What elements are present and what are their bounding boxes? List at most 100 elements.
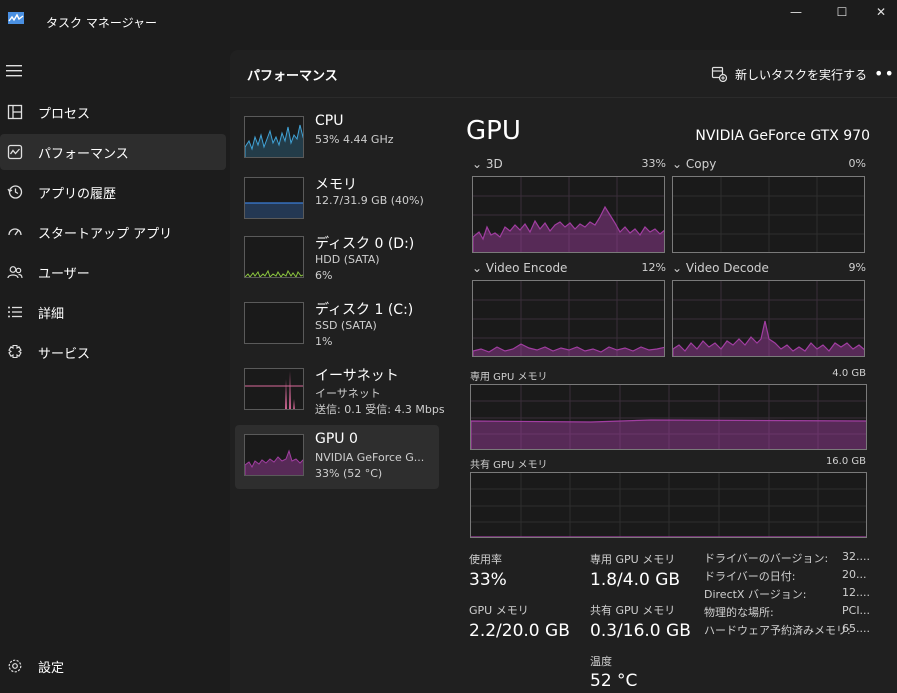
history-icon — [6, 183, 24, 201]
device-usage: 6% — [315, 269, 333, 282]
sidebar-item-app-history[interactable]: アプリの履歴 — [0, 174, 226, 210]
utilization-label: 使用率 — [469, 553, 502, 566]
users-icon — [6, 263, 24, 281]
device-throughput: 送信: 0.1 受信: 4.3 Mbps — [315, 403, 445, 416]
startup-icon — [6, 223, 24, 241]
engine-video-encode-graph — [472, 280, 665, 357]
minimize-icon: — — [790, 5, 802, 19]
memory-thumbnail — [244, 177, 304, 219]
sidebar-item-label: ユーザー — [38, 266, 90, 282]
disk-1-thumbnail — [244, 302, 304, 344]
device-detail: 12.7/31.9 GB (40%) — [315, 194, 424, 207]
engine-3d-percent: 33% — [641, 157, 666, 170]
shared-gpu-memory-label: 共有 GPU メモリ — [590, 604, 676, 617]
maximize-button[interactable]: ☐ — [819, 0, 865, 24]
physical-location-key: 物理的な場所: — [704, 606, 774, 619]
sidebar-item-label: スタートアップ アプリ — [38, 226, 173, 242]
temperature-label: 温度 — [590, 655, 612, 668]
physical-location-value: PCI... — [842, 604, 871, 617]
dedicated-gpu-memory-value: 1.8/4.0 GB — [590, 570, 681, 590]
page-header: パフォーマンス 新しいタスクを実行する ••• — [230, 50, 897, 98]
device-detail: NVIDIA GeForce G... — [315, 451, 425, 464]
gpu-memory-label: GPU メモリ — [469, 604, 529, 617]
device-item-memory[interactable]: メモリ 12.7/31.9 GB (40%) — [235, 168, 439, 232]
device-usage: 1% — [315, 335, 333, 348]
gpu-detail-panel: GPU NVIDIA GeForce GTX 970 ⌄ 3D 33% ⌄ Co… — [466, 108, 870, 693]
gear-icon — [6, 657, 24, 675]
dedicated-memory-label: 専用 GPU メモリ — [470, 372, 548, 383]
shared-gpu-memory-value: 0.3/16.0 GB — [590, 621, 691, 641]
ethernet-thumbnail — [244, 368, 304, 410]
device-detail: イーサネット — [315, 387, 381, 400]
details-icon — [6, 303, 24, 321]
sidebar-item-label: プロセス — [38, 106, 91, 122]
settings-button[interactable]: 設定 — [0, 648, 226, 684]
dedicated-memory-max: 4.0 GB — [832, 368, 866, 379]
sidebar-item-users[interactable]: ユーザー — [0, 254, 226, 290]
close-icon: ✕ — [875, 5, 887, 19]
services-icon — [6, 343, 24, 361]
sidebar-item-startup-apps[interactable]: スタートアップ アプリ — [0, 214, 226, 250]
shared-memory-label: 共有 GPU メモリ — [470, 460, 548, 471]
performance-icon — [6, 143, 24, 161]
sidebar: プロセス パフォーマンス アプリの履歴 スタートアップ アプリ ユーザー 詳細 — [0, 46, 230, 693]
engine-copy-graph — [672, 176, 865, 253]
sidebar-item-performance[interactable]: パフォーマンス — [0, 134, 226, 170]
close-button[interactable]: ✕ — [865, 0, 897, 24]
driver-version-value: 32.... — [842, 550, 870, 563]
window-title: タスク マネージャー — [46, 16, 157, 30]
driver-date-key: ドライバーの日付: — [704, 570, 796, 583]
gpu-0-thumbnail — [244, 434, 304, 476]
more-options-button[interactable]: ••• — [874, 64, 897, 83]
run-new-task-button[interactable]: 新しいタスクを実行する — [711, 64, 867, 84]
hardware-reserved-memory-value: 65.... — [842, 622, 870, 635]
engine-copy-percent: 0% — [848, 157, 866, 170]
engine-video-decode-label[interactable]: ⌄ Video Decode — [672, 261, 769, 275]
gpu-model-name: NVIDIA GeForce GTX 970 — [695, 128, 870, 144]
run-new-task-label: 新しいタスクを実行する — [735, 67, 868, 82]
driver-date-value: 20... — [842, 568, 867, 581]
device-name: ディスク 1 (C:) — [315, 302, 414, 318]
processes-icon — [6, 103, 24, 121]
device-item-disk-0[interactable]: ディスク 0 (D:) HDD (SATA) 6% — [235, 227, 439, 291]
sidebar-item-label: パフォーマンス — [38, 146, 129, 162]
sidebar-item-label: 詳細 — [38, 306, 65, 322]
device-detail: 53% 4.44 GHz — [315, 133, 394, 146]
sidebar-item-details[interactable]: 詳細 — [0, 294, 226, 330]
engine-3d-label[interactable]: ⌄ 3D — [472, 157, 503, 171]
device-name: メモリ — [315, 177, 357, 193]
main-panel: パフォーマンス 新しいタスクを実行する ••• CPU 53% 4.44 GHz… — [230, 50, 897, 693]
engine-video-encode-percent: 12% — [641, 261, 666, 274]
sidebar-item-processes[interactable]: プロセス — [0, 94, 226, 130]
engine-copy-label[interactable]: ⌄ Copy — [672, 157, 717, 171]
device-item-disk-1[interactable]: ディスク 1 (C:) SSD (SATA) 1% — [235, 293, 439, 357]
title-bar: タスク マネージャー — ☐ ✕ — [0, 0, 897, 46]
hamburger-menu-icon[interactable] — [6, 64, 22, 78]
device-item-ethernet[interactable]: イーサネット イーサネット 送信: 0.1 受信: 4.3 Mbps — [235, 359, 445, 423]
device-name: GPU 0 — [315, 431, 358, 447]
device-detail: SSD (SATA) — [315, 319, 377, 332]
minimize-button[interactable]: — — [773, 0, 819, 24]
gpu-memory-value: 2.2/20.0 GB — [469, 621, 570, 641]
cpu-thumbnail — [244, 116, 304, 158]
dedicated-memory-graph — [470, 384, 867, 450]
device-item-cpu[interactable]: CPU 53% 4.44 GHz — [235, 107, 439, 171]
directx-version-key: DirectX バージョン: — [704, 588, 807, 601]
device-item-gpu-0[interactable]: GPU 0 NVIDIA GeForce G... 33% (52 °C) — [235, 425, 439, 489]
disk-0-thumbnail — [244, 236, 304, 278]
shared-memory-max: 16.0 GB — [825, 456, 866, 467]
hardware-reserved-memory-key: ハードウェア予約済みメモリ: — [704, 624, 851, 637]
sidebar-item-services[interactable]: サービス — [0, 334, 226, 370]
sidebar-item-label: アプリの履歴 — [38, 186, 117, 202]
device-name: ディスク 0 (D:) — [315, 236, 415, 252]
device-name: イーサネット — [315, 368, 399, 384]
driver-version-key: ドライバーのバージョン: — [704, 552, 829, 565]
engine-video-encode-label[interactable]: ⌄ Video Encode — [472, 261, 568, 275]
page-title: パフォーマンス — [247, 69, 338, 84]
shared-memory-graph — [470, 472, 867, 538]
directx-version-value: 12.... — [842, 586, 870, 599]
device-name: CPU — [315, 113, 344, 129]
settings-label: 設定 — [38, 660, 65, 676]
engine-3d-graph — [472, 176, 665, 253]
maximize-icon: ☐ — [836, 5, 848, 19]
